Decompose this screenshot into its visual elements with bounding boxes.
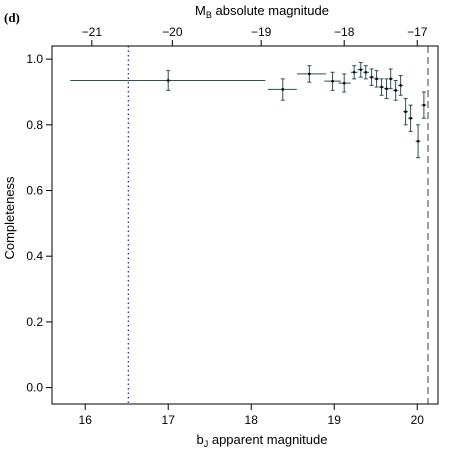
- x-tick-label: 20: [411, 413, 425, 427]
- point-marker: [166, 79, 170, 82]
- point-marker: [380, 85, 383, 89]
- x-tick-label: 18: [245, 413, 259, 427]
- point-marker: [385, 87, 388, 90]
- point-marker: [352, 70, 356, 74]
- point-marker: [389, 77, 392, 81]
- plot-frame: [51, 45, 439, 405]
- data-point: [393, 79, 399, 101]
- data-point: [379, 78, 385, 96]
- point-marker: [399, 84, 402, 87]
- plot-area: [70, 46, 429, 404]
- x-axis-title: bJ apparent magnitude: [197, 432, 328, 449]
- point-marker: [359, 68, 363, 71]
- point-marker: [364, 70, 368, 74]
- y-tick-label: 0.2: [26, 315, 43, 329]
- top-axis-title: MB absolute magnitude: [195, 3, 329, 20]
- y-tick-label: 0.4: [26, 249, 43, 263]
- point-marker: [416, 139, 420, 143]
- panel-label: (d): [4, 10, 20, 25]
- y-tick-label: 0.8: [26, 118, 43, 132]
- point-marker: [375, 77, 378, 81]
- data-point: [70, 70, 266, 91]
- y-tick-label: 0.0: [26, 381, 43, 395]
- data-point: [296, 65, 326, 83]
- point-marker: [409, 116, 412, 120]
- x-tick-label: 19: [328, 413, 342, 427]
- data-point: [357, 61, 364, 78]
- point-marker: [308, 72, 311, 76]
- top-tick-label: −17: [407, 25, 428, 39]
- point-marker: [404, 110, 407, 113]
- top-tick-label: −20: [162, 25, 183, 39]
- data-point: [415, 124, 421, 159]
- y-tick-label: 1.0: [26, 52, 43, 66]
- point-marker: [394, 89, 397, 92]
- data-point: [408, 104, 414, 132]
- top-tick-label: −19: [251, 25, 272, 39]
- x-tick-label: 17: [162, 413, 176, 427]
- data-point: [338, 73, 351, 93]
- y-axis-title: Completeness: [2, 176, 17, 260]
- point-marker: [342, 81, 346, 85]
- data-point: [384, 78, 390, 100]
- y-tick-label: 0.6: [26, 184, 43, 198]
- top-tick-label: −21: [82, 25, 103, 39]
- data-point: [403, 98, 409, 126]
- data-point: [350, 65, 358, 80]
- data-point: [267, 78, 297, 101]
- data-point: [374, 70, 380, 88]
- point-marker: [422, 103, 426, 107]
- point-marker: [331, 79, 334, 83]
- data-point: [398, 75, 404, 96]
- data-point: [388, 68, 394, 90]
- data-point: [421, 91, 427, 119]
- point-marker: [281, 88, 285, 91]
- x-tick-label: 16: [79, 413, 93, 427]
- data-point: [324, 71, 341, 91]
- data-point: [363, 65, 370, 80]
- top-tick-label: −18: [334, 25, 355, 39]
- data-point: [369, 68, 375, 86]
- point-marker: [370, 75, 373, 79]
